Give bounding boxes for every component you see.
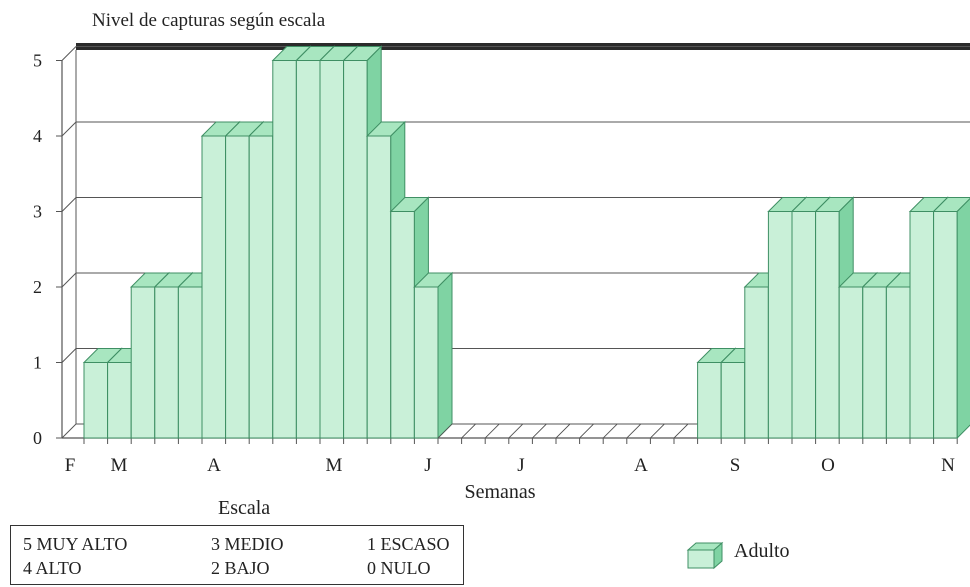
bar-zero: [460, 423, 501, 439]
x-month-label: A: [207, 455, 221, 476]
bar-zero: [625, 423, 666, 439]
gridline-depth: [61, 197, 77, 212]
bar-top: [932, 197, 970, 212]
bar: [83, 362, 109, 439]
bar-zero: [578, 423, 619, 439]
bar: [225, 135, 250, 439]
bar: [343, 60, 368, 439]
bar: [933, 211, 958, 439]
gridline-depth: [61, 423, 77, 439]
bar: [177, 286, 203, 439]
bar: [107, 362, 132, 439]
y-tick-label: 0: [33, 428, 42, 448]
y-tick-label: 3: [33, 202, 42, 222]
bar-side: [956, 197, 970, 440]
x-month-label: N: [941, 455, 955, 476]
x-month-label: F: [65, 455, 76, 476]
bar: [862, 286, 887, 439]
scale-item-2: 2 BAJO: [211, 558, 270, 578]
bar: [295, 60, 321, 439]
scale-item-4: 4 ALTO: [23, 558, 82, 578]
bar: [767, 211, 793, 439]
x-month-label: J: [424, 455, 431, 476]
bar: [909, 211, 935, 439]
bar: [248, 135, 274, 439]
legend-swatch-icon: [686, 541, 724, 570]
bar: [201, 135, 227, 439]
bar: [720, 362, 746, 439]
bar: [885, 286, 911, 439]
x-month-label: O: [821, 455, 835, 476]
bar: [413, 286, 439, 439]
gridline-depth: [61, 348, 77, 363]
y-tick-label: 1: [33, 353, 42, 373]
bar: [319, 60, 345, 439]
bar-zero: [484, 423, 524, 439]
bar-zero: [602, 423, 642, 439]
bar: [838, 286, 864, 439]
bar: [791, 211, 817, 439]
bar-zero: [555, 423, 595, 439]
x-month-label: M: [326, 455, 343, 476]
y-tick-label: 2: [33, 277, 42, 297]
scale-title: Escala: [218, 497, 271, 519]
bar-zero: [649, 423, 689, 439]
bar: [697, 362, 722, 439]
scale-item-3: 3 MEDIO: [211, 534, 284, 554]
bar: [272, 60, 297, 439]
bar: [815, 211, 840, 439]
bar: [390, 211, 415, 439]
scale-legend-box: 5 MUY ALTO 3 MEDIO 1 ESCASO 4 ALTO 2 BAJ…: [10, 525, 464, 585]
y-tick-label: 5: [33, 51, 42, 71]
bar: [744, 286, 769, 439]
scale-item-5: 5 MUY ALTO: [23, 534, 128, 554]
y-tick-label: 4: [33, 126, 42, 146]
bar: [154, 286, 179, 439]
x-month-label: A: [634, 455, 648, 476]
bar-zero: [531, 423, 571, 439]
bar-chart: 0 1 2 3 4 5 F M A M J J A S O N Semanas: [33, 43, 970, 500]
bar-zero: [507, 423, 548, 439]
x-axis-title: Semanas: [464, 481, 535, 500]
bar: [130, 286, 156, 439]
gridline-depth: [61, 121, 77, 137]
scale-item-1: 1 ESCASO: [367, 534, 450, 554]
bar: [366, 135, 392, 439]
scale-item-0: 0 NULO: [367, 558, 431, 578]
x-month-label: M: [111, 455, 128, 476]
gridline-depth: [61, 46, 77, 61]
gridline-depth: [61, 272, 77, 288]
chart-title: Nivel de capturas según escala: [92, 10, 326, 31]
legend-label-adulto: Adulto: [734, 540, 790, 562]
x-month-label: S: [730, 455, 741, 476]
bar-side: [437, 271, 453, 440]
x-month-label: J: [517, 455, 524, 476]
